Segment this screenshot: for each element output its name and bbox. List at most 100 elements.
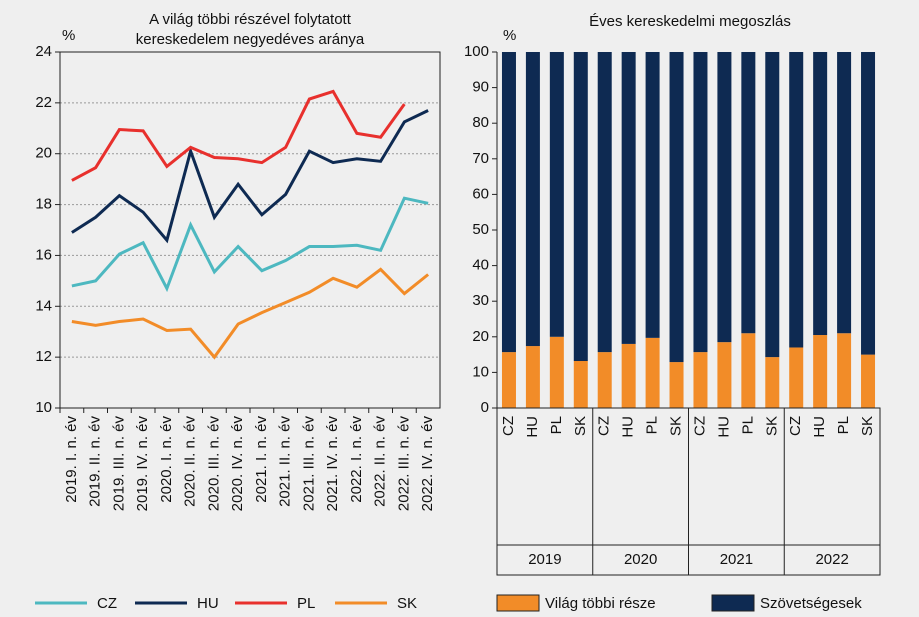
bar — [573, 361, 588, 408]
x-tick-label: 2021. IV. n. év — [324, 416, 341, 512]
x-tick-label: PL — [739, 416, 756, 434]
bar — [789, 347, 804, 408]
y-axis-label: % — [62, 27, 75, 44]
y-tick-label: 22 — [35, 94, 52, 111]
x-tick-label: HU — [620, 416, 637, 438]
x-tick-label: 2022. III. n. év — [395, 416, 412, 512]
bar — [765, 52, 780, 358]
legend-label: Szövetségesek — [760, 595, 862, 612]
x-tick-label: 2019. IV. n. év — [134, 416, 151, 512]
legend-label: CZ — [97, 595, 117, 612]
x-tick-label: 2021. III. n. év — [300, 416, 317, 512]
y-tick-label: 12 — [35, 348, 52, 365]
bar — [789, 52, 804, 348]
x-tick-label: CZ — [691, 416, 708, 436]
bar — [813, 52, 828, 336]
y-tick-label: 24 — [35, 43, 52, 60]
line-series — [71, 109, 429, 244]
x-tick-label: SK — [763, 416, 780, 436]
plot-frame — [59, 51, 441, 409]
x-tick-label: 2020. II. n. év — [182, 416, 199, 507]
x-tick-label: SK — [668, 416, 685, 436]
x-tick-label: HU — [715, 416, 732, 438]
bar — [549, 52, 564, 337]
line-series — [71, 89, 406, 182]
bar — [621, 52, 636, 344]
x-tick-label: CZ — [596, 416, 613, 436]
x-tick-label: SK — [859, 416, 876, 436]
x-tick-label: 2022. IV. n. év — [419, 416, 436, 512]
bar — [597, 52, 612, 353]
y-tick-label: 70 — [472, 150, 489, 167]
group-label: 2022 — [815, 551, 848, 568]
bar — [645, 52, 660, 338]
bar — [693, 52, 708, 353]
bar — [861, 52, 876, 355]
group-label: 2019 — [528, 551, 561, 568]
y-tick-label: 90 — [472, 79, 489, 96]
y-tick-label: 30 — [472, 292, 489, 309]
group-label: 2021 — [720, 551, 753, 568]
bar — [693, 352, 708, 408]
x-tick-label: 2020. I. n. év — [158, 416, 175, 503]
y-axis-label: % — [503, 27, 516, 44]
x-tick-label: 2021. II. n. év — [277, 416, 294, 507]
legend-swatch — [711, 594, 755, 612]
x-tick-label: PL — [644, 416, 661, 434]
x-tick-label: 2020. III. n. év — [205, 416, 222, 512]
y-tick-label: 18 — [35, 196, 52, 213]
x-tick-label: 2022. II. n. év — [372, 416, 389, 507]
bar — [741, 52, 756, 334]
y-tick-label: 20 — [472, 328, 489, 345]
bar — [813, 335, 828, 408]
y-tick-label: 40 — [472, 257, 489, 274]
x-tick-label: CZ — [500, 416, 517, 436]
bar — [669, 362, 684, 408]
legend-label: SK — [397, 595, 417, 612]
x-tick-label: SK — [572, 416, 589, 436]
bar — [717, 342, 732, 408]
x-tick-label: HU — [811, 416, 828, 438]
x-tick-label: 2019. III. n. év — [110, 416, 127, 512]
bar — [837, 333, 852, 408]
bar — [669, 52, 684, 363]
bar — [837, 52, 852, 334]
y-tick-label: 10 — [35, 399, 52, 416]
x-tick-label: PL — [835, 416, 852, 434]
y-tick-label: 20 — [35, 145, 52, 162]
chart-title: A világ többi részével folytatott — [149, 11, 352, 28]
y-tick-label: 100 — [464, 43, 489, 60]
bar — [765, 357, 780, 408]
chart-title: Éves kereskedelmi megoszlás — [589, 13, 791, 30]
bar — [645, 337, 660, 408]
y-tick-label: 80 — [472, 114, 489, 131]
bar — [549, 336, 564, 408]
x-tick-label: 2021. I. n. év — [253, 416, 270, 503]
legend-label: Világ többi része — [545, 595, 656, 612]
x-tick-label: 2020. IV. n. év — [229, 416, 246, 512]
bar — [717, 52, 732, 343]
x-tick-label: PL — [548, 416, 565, 434]
bar — [621, 343, 636, 408]
legend-label: HU — [197, 595, 219, 612]
x-tick-label: CZ — [787, 416, 804, 436]
group-label: 2020 — [624, 551, 657, 568]
bar — [573, 52, 588, 362]
line-series — [71, 267, 430, 360]
bar — [861, 354, 876, 408]
bar — [597, 352, 612, 408]
y-tick-label: 10 — [472, 363, 489, 380]
y-tick-label: 14 — [35, 297, 52, 314]
bar — [741, 333, 756, 408]
bar — [525, 346, 540, 408]
bar — [525, 52, 540, 347]
bar — [501, 52, 516, 353]
chart-title: kereskedelem negyedéves aránya — [136, 31, 365, 48]
x-tick-label: HU — [524, 416, 541, 438]
y-tick-label: 50 — [472, 221, 489, 238]
x-tick-label: 2022. I. n. év — [348, 416, 365, 503]
x-tick-label: 2019. II. n. év — [87, 416, 104, 507]
bar — [501, 352, 516, 408]
